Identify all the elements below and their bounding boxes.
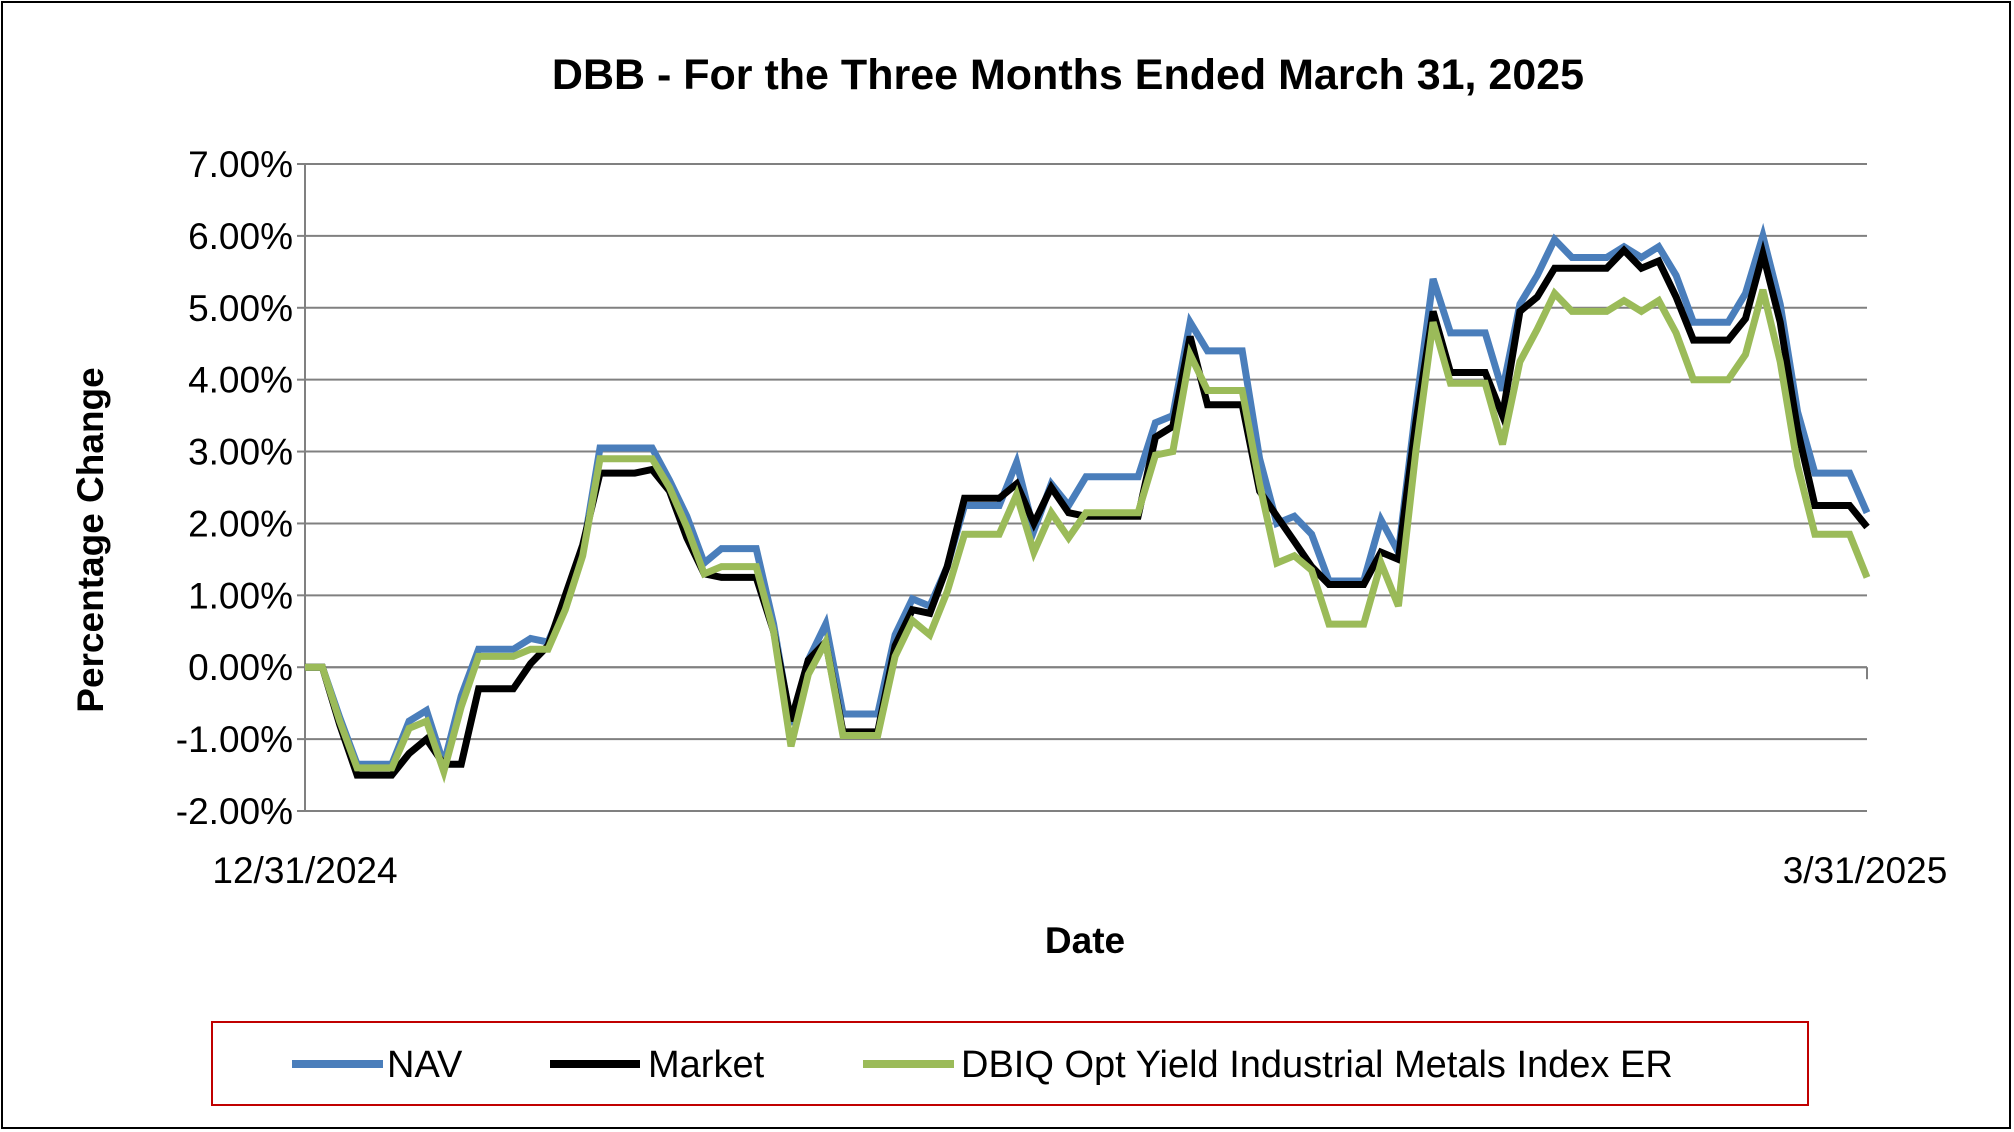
y-tick-label: 7.00%: [188, 144, 293, 185]
y-tick-label: 5.00%: [188, 288, 293, 329]
series-line-index: [305, 287, 1871, 784]
y-tick-label: 2.00%: [188, 503, 293, 544]
y-tick-label: 6.00%: [188, 216, 293, 257]
x-axis-title: Date: [1045, 920, 1125, 961]
y-tick-label: 4.00%: [188, 360, 293, 401]
legend-label: NAV: [387, 1044, 463, 1086]
chart-title: DBB - For the Three Months Ended March 3…: [552, 51, 1584, 99]
y-tick-label: -2.00%: [176, 791, 293, 832]
y-axis-title: Percentage Change: [70, 367, 111, 712]
y-tick-label: 3.00%: [188, 432, 293, 473]
x-tick-labels: 12/31/2024 3/31/2025: [212, 850, 1947, 891]
x-tick-label-end: 3/31/2025: [1783, 850, 1948, 891]
axes: [297, 163, 1868, 812]
legend-box: [211, 1021, 1809, 1106]
legend: NAV Market DBIQ Opt Yield Industrial Metal…: [292, 1044, 1673, 1086]
legend-label: DBIQ Opt Yield Industrial Metals Index E…: [961, 1044, 1673, 1086]
series-line-nav: [305, 222, 1871, 777]
y-tick-label: -1.00%: [176, 719, 293, 760]
chart-svg: DBB - For the Three Months Ended March 3…: [70, 51, 1947, 1106]
y-tick-label: 1.00%: [188, 575, 293, 616]
legend-label: Market: [648, 1044, 765, 1086]
y-tick-labels: 7.00% 6.00% 5.00% 4.00% 3.00% 2.00% 1.00% 0.00%…: [176, 144, 293, 832]
x-tick-label-start: 12/31/2024: [212, 850, 397, 891]
y-tick-label: 0.00%: [188, 647, 293, 688]
series-lines: [305, 222, 1871, 784]
